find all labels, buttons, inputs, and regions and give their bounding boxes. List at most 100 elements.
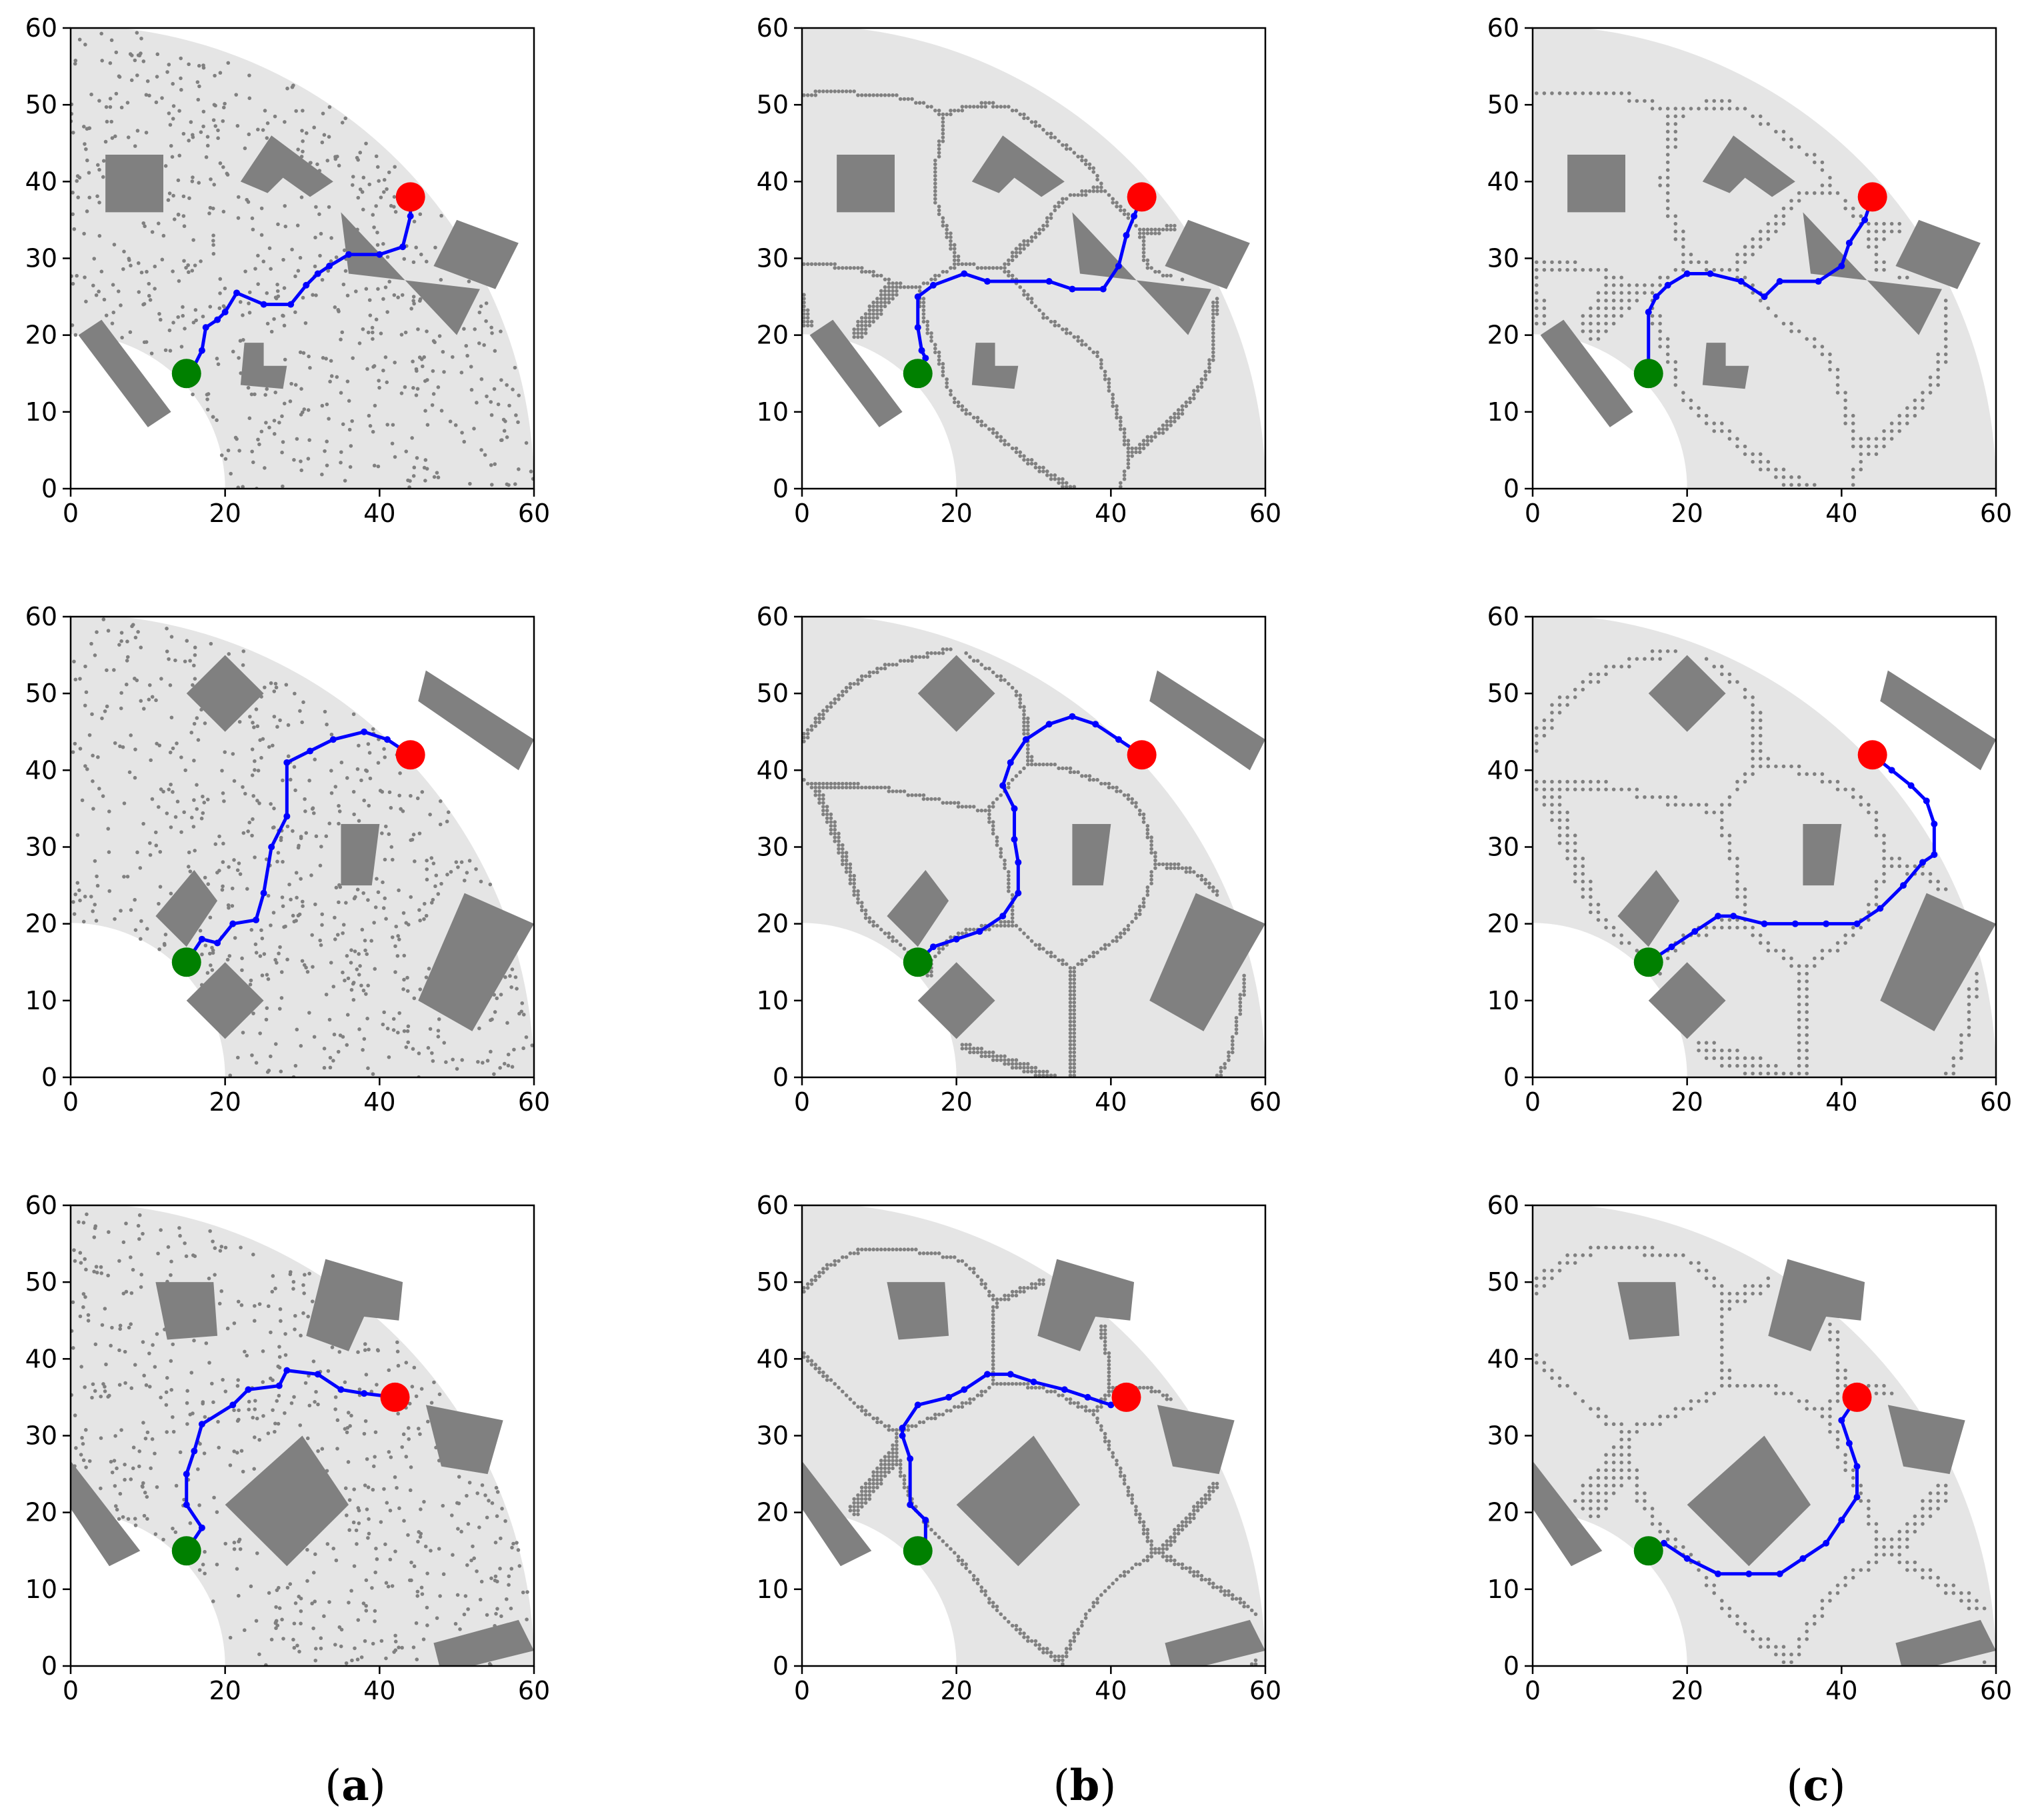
path-waypoint <box>198 1524 205 1531</box>
sample-point <box>1921 391 1925 395</box>
y-tick-label: 40 <box>25 755 57 785</box>
sample-point <box>1921 398 1925 403</box>
sample-point <box>1107 1359 1111 1363</box>
sample-point <box>425 378 429 382</box>
sample-point <box>365 1457 369 1461</box>
sample-point <box>821 781 825 786</box>
sample-point <box>879 1470 883 1475</box>
sample-point <box>1007 889 1011 893</box>
sample-point <box>222 799 226 803</box>
sample-point <box>1068 1058 1073 1062</box>
sample-point <box>371 213 375 217</box>
path-waypoint <box>953 935 960 943</box>
sample-point <box>251 1415 255 1420</box>
sample-point <box>1604 1507 1608 1511</box>
sample-point <box>1095 185 1099 189</box>
sample-point <box>802 308 806 313</box>
sample-point <box>1203 881 1208 886</box>
sample-point <box>400 1645 404 1650</box>
sample-point <box>1111 939 1115 943</box>
sample-point <box>863 323 868 328</box>
sample-point <box>530 1043 534 1047</box>
sample-point <box>910 659 914 663</box>
sample-point <box>1022 239 1026 243</box>
sample-point <box>805 731 810 736</box>
sample-point <box>1126 442 1131 447</box>
sample-point <box>163 164 168 168</box>
sample-point <box>340 121 345 125</box>
sample-point <box>1673 237 1678 241</box>
sample-point <box>1053 1654 1057 1659</box>
sample-point <box>883 293 887 297</box>
sample-point <box>169 891 173 896</box>
sample-point <box>1712 665 1717 669</box>
sample-point <box>1611 1476 1616 1480</box>
sample-point <box>373 1619 377 1623</box>
sample-point <box>438 1594 442 1598</box>
sample-point <box>821 805 825 809</box>
sample-point <box>1087 162 1092 167</box>
path-waypoint <box>1022 736 1029 743</box>
sample-point <box>809 323 814 328</box>
sample-point <box>249 1584 253 1589</box>
sample-point <box>1805 483 1809 487</box>
sample-point <box>1141 258 1146 263</box>
sample-point <box>817 785 821 790</box>
sample-point <box>1165 1547 1169 1551</box>
sample-point <box>1045 1389 1049 1394</box>
sample-point <box>809 262 814 266</box>
sample-point <box>1697 933 1701 937</box>
sample-point <box>1565 260 1569 265</box>
sample-point <box>154 100 159 105</box>
sample-point <box>431 369 435 373</box>
sample-point <box>427 967 431 971</box>
sample-point <box>182 810 186 815</box>
sample-point <box>412 301 416 306</box>
sample-point <box>841 689 845 694</box>
sample-point <box>288 777 293 782</box>
obstacle <box>341 823 380 886</box>
y-tick-label: 30 <box>25 833 57 862</box>
obstacle <box>1540 319 1633 427</box>
sample-point <box>987 1289 991 1294</box>
sample-point <box>73 677 78 682</box>
sample-point <box>1026 1286 1030 1290</box>
sample-point <box>833 781 837 786</box>
x-tick-label: 0 <box>794 499 810 528</box>
sample-point <box>1766 949 1771 953</box>
obstacle <box>1567 155 1625 213</box>
sample-point <box>975 1577 980 1582</box>
sample-point <box>252 1467 257 1471</box>
sample-point <box>1122 931 1127 935</box>
sample-point <box>1542 306 1547 311</box>
sample-point <box>145 1430 150 1435</box>
sample-point <box>1589 779 1593 784</box>
sample-point <box>1169 1543 1173 1547</box>
obstacle <box>105 155 163 213</box>
sample-point <box>825 1378 829 1382</box>
sample-point <box>1122 469 1127 473</box>
sample-point <box>910 97 914 101</box>
sample-point <box>1207 1577 1211 1582</box>
sample-point <box>1882 267 1886 272</box>
sample-point <box>320 1447 325 1451</box>
sample-point <box>1045 951 1049 955</box>
sample-point <box>1550 810 1554 815</box>
sample-point <box>118 1491 123 1496</box>
sample-point <box>1650 1507 1655 1511</box>
path-waypoint <box>1815 278 1822 285</box>
x-tick-label: 0 <box>794 1676 810 1705</box>
sample-point <box>520 1001 525 1005</box>
sample-point <box>1542 718 1547 723</box>
sample-point <box>1061 1393 1065 1397</box>
sample-point <box>1173 1535 1177 1539</box>
sample-point <box>968 105 972 109</box>
sample-point <box>276 294 281 299</box>
sample-point <box>103 1389 107 1393</box>
sample-point <box>191 683 195 687</box>
sample-point <box>1026 731 1030 736</box>
sample-point <box>856 678 860 682</box>
sample-point <box>179 56 183 61</box>
sample-point <box>1665 122 1670 126</box>
sample-point <box>136 261 141 265</box>
